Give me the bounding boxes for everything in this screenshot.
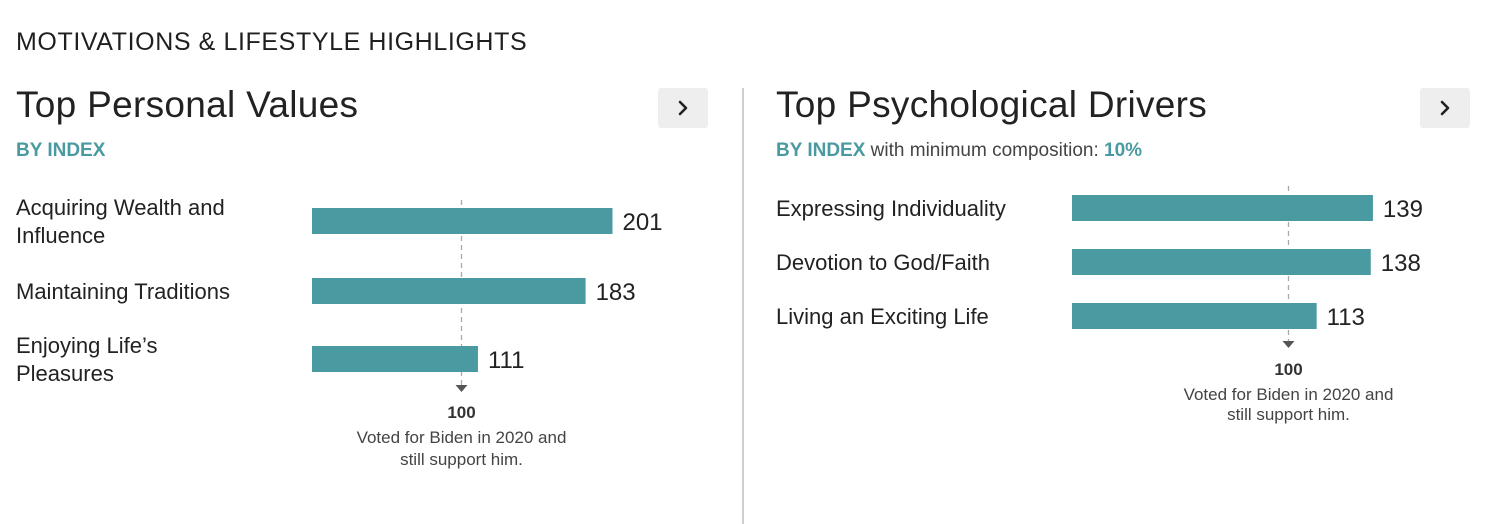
category-label: Maintaining Traditions <box>16 279 230 304</box>
category-label: Devotion to God/Faith <box>776 250 990 275</box>
category-label: Influence <box>16 223 105 248</box>
panel-title: Top Personal Values <box>16 84 359 125</box>
reference-caption: Voted for Biden in 2020 and <box>357 428 567 447</box>
section-title: MOTIVATIONS & LIFESTYLE HIGHLIGHTS <box>16 28 528 56</box>
personal-values-chart: Acquiring Wealth and Influence 201 Maintain… <box>16 195 663 469</box>
subtitle-value: 10% <box>1104 140 1143 161</box>
reference-value: 100 <box>1274 360 1302 379</box>
value-label: 139 <box>1383 196 1423 223</box>
next-button[interactable] <box>1420 88 1470 128</box>
reference-caption: Voted for Biden in 2020 and <box>1184 385 1394 404</box>
category-label: Enjoying Life’s <box>16 333 157 358</box>
panel-subtitle: BY INDEX <box>16 140 105 162</box>
next-button[interactable] <box>658 88 708 128</box>
bar <box>312 208 613 234</box>
value-label: 111 <box>488 347 524 374</box>
bar <box>1072 303 1317 329</box>
panel-subtitle: BY INDEX with minimum composition: 10% <box>776 140 1142 162</box>
category-label: Acquiring Wealth and <box>16 195 225 220</box>
bar <box>1072 195 1373 221</box>
value-label: 113 <box>1327 304 1365 331</box>
chevron-right-icon <box>1440 100 1450 116</box>
value-label: 201 <box>622 209 662 236</box>
reference-caption: still support him. <box>1227 405 1350 424</box>
bar <box>312 278 586 304</box>
subtitle-accent: BY INDEX <box>16 140 106 161</box>
reference-arrow-icon <box>1282 341 1295 348</box>
bar <box>1072 249 1371 275</box>
value-label: 138 <box>1381 250 1421 277</box>
subtitle-accent: BY INDEX <box>776 140 866 161</box>
category-label: Living an Exciting Life <box>776 304 989 329</box>
reference-caption: still support him. <box>400 450 523 469</box>
chevron-right-icon <box>678 100 688 116</box>
subtitle-text: with minimum composition: <box>865 140 1105 161</box>
psychological-drivers-chart: Expressing Individuality 139 Devotion to G… <box>776 186 1423 424</box>
panel-title: Top Psychological Drivers <box>776 84 1208 125</box>
reference-value: 100 <box>447 403 475 422</box>
value-label: 183 <box>596 279 636 306</box>
bar <box>312 346 478 372</box>
reference-arrow-icon <box>455 385 468 392</box>
category-label: Expressing Individuality <box>776 196 1006 221</box>
panel-divider <box>742 88 744 524</box>
category-label: Pleasures <box>16 361 114 386</box>
panel-psychological-drivers: Top Psychological Drivers BY INDEX with … <box>760 0 1486 524</box>
panel-personal-values: Top Personal Values BY INDEX Acquiring W… <box>0 0 742 524</box>
